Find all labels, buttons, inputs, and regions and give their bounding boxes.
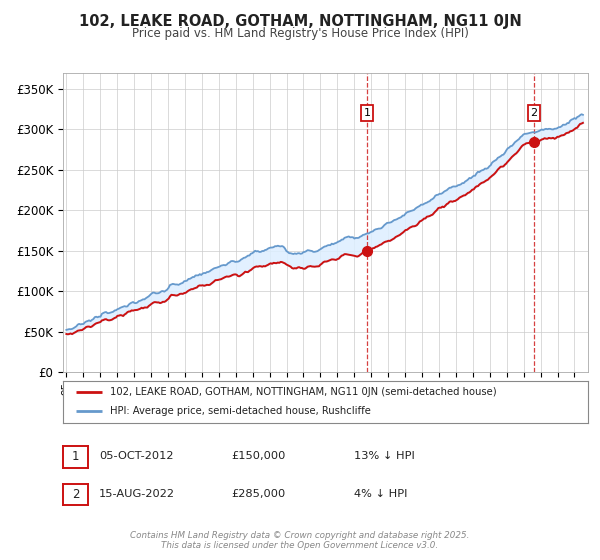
Text: 05-OCT-2012: 05-OCT-2012 [99,451,173,461]
Text: 2: 2 [530,108,538,118]
Text: Contains HM Land Registry data © Crown copyright and database right 2025.
This d: Contains HM Land Registry data © Crown c… [130,531,470,550]
Text: 4% ↓ HPI: 4% ↓ HPI [354,489,407,499]
Text: 13% ↓ HPI: 13% ↓ HPI [354,451,415,461]
Text: 102, LEAKE ROAD, GOTHAM, NOTTINGHAM, NG11 0JN (semi-detached house): 102, LEAKE ROAD, GOTHAM, NOTTINGHAM, NG1… [110,387,497,397]
Text: 1: 1 [364,108,370,118]
Text: 15-AUG-2022: 15-AUG-2022 [99,489,175,499]
Text: 102, LEAKE ROAD, GOTHAM, NOTTINGHAM, NG11 0JN: 102, LEAKE ROAD, GOTHAM, NOTTINGHAM, NG1… [79,14,521,29]
Text: £150,000: £150,000 [231,451,286,461]
Text: HPI: Average price, semi-detached house, Rushcliffe: HPI: Average price, semi-detached house,… [110,407,371,417]
Text: 2: 2 [72,488,79,501]
Text: £285,000: £285,000 [231,489,285,499]
Text: Price paid vs. HM Land Registry's House Price Index (HPI): Price paid vs. HM Land Registry's House … [131,27,469,40]
Text: 1: 1 [72,450,79,464]
